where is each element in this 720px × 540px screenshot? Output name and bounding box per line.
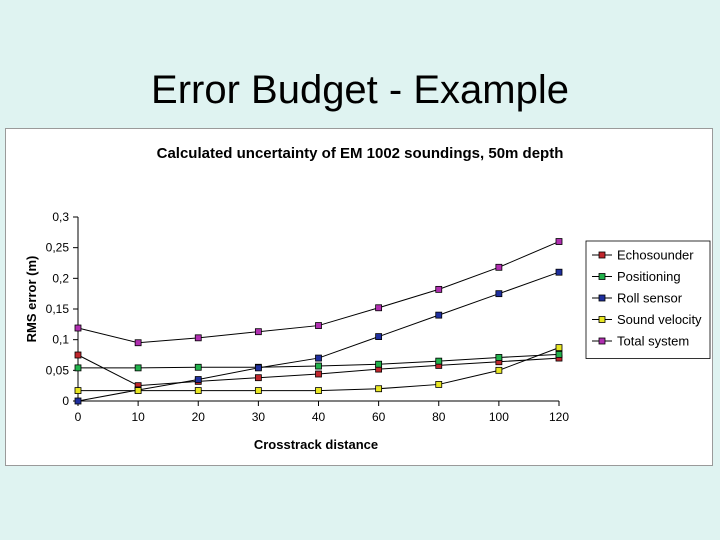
x-tick-label: 80 bbox=[432, 410, 446, 424]
data-point-total-system bbox=[194, 334, 202, 342]
legend-label: Sound velocity bbox=[617, 312, 702, 327]
legend-marker bbox=[598, 251, 606, 259]
legend-entry-sound-velocity: Sound velocity bbox=[592, 312, 702, 327]
data-point-sound-velocity bbox=[435, 381, 443, 388]
data-point-roll-sensor bbox=[495, 290, 503, 298]
series-sound-velocity bbox=[74, 344, 563, 394]
data-point-total-system bbox=[495, 263, 503, 271]
y-tick-label: 0,1 bbox=[52, 333, 69, 347]
y-axis-label: RMS error (m) bbox=[24, 256, 39, 343]
x-tick-label: 60 bbox=[372, 410, 386, 424]
x-tick-label: 40 bbox=[312, 410, 326, 424]
data-point-echosounder bbox=[254, 374, 262, 382]
legend-entry-positioning: Positioning bbox=[592, 269, 681, 284]
series-total-system bbox=[74, 238, 563, 347]
axes: 0 0,05 0,1 0,15 0,2 0,25 0,3 0 10 20 30 40 60 80 100 12… bbox=[46, 210, 570, 424]
data-point-echosounder bbox=[315, 370, 322, 378]
data-point-total-system bbox=[315, 322, 322, 329]
chart-title: Calculated uncertainty of EM 1002 soundi… bbox=[157, 145, 564, 162]
x-tick-label: 10 bbox=[131, 410, 145, 424]
data-point-echosounder bbox=[74, 351, 82, 359]
data-point-sound-velocity bbox=[375, 385, 383, 393]
y-tick-label: 0,15 bbox=[46, 302, 70, 316]
data-point-positioning bbox=[315, 362, 322, 370]
y-tick-label: 0,3 bbox=[52, 210, 69, 224]
legend-entry-roll-sensor: Roll sensor bbox=[592, 291, 683, 306]
data-point-total-system bbox=[134, 339, 142, 347]
legend-marker bbox=[598, 316, 606, 323]
legend-marker bbox=[598, 273, 606, 280]
data-point-positioning bbox=[194, 363, 202, 371]
x-tick-label: 30 bbox=[252, 410, 266, 424]
legend-label: Roll sensor bbox=[617, 291, 683, 306]
y-tick-label: 0,2 bbox=[52, 271, 69, 285]
data-point-sound-velocity bbox=[315, 387, 322, 394]
x-tick-label: 0 bbox=[75, 410, 82, 424]
series-layer bbox=[74, 238, 563, 405]
data-point-positioning bbox=[74, 364, 82, 372]
data-point-sound-velocity bbox=[134, 387, 142, 394]
data-point-positioning bbox=[435, 357, 443, 365]
x-tick-label: 100 bbox=[489, 410, 509, 424]
data-point-positioning bbox=[555, 350, 563, 358]
data-point-roll-sensor bbox=[555, 268, 563, 276]
data-point-sound-velocity bbox=[555, 344, 563, 352]
data-point-sound-velocity bbox=[194, 387, 202, 394]
slide-title: Error Budget - Example bbox=[151, 68, 569, 112]
data-point-positioning bbox=[495, 354, 503, 361]
x-tick-label: 20 bbox=[192, 410, 206, 424]
legend-label: Total system bbox=[617, 334, 689, 349]
data-point-total-system bbox=[375, 304, 383, 312]
legend-label: Positioning bbox=[617, 269, 681, 284]
data-point-sound-velocity bbox=[74, 387, 82, 394]
data-point-total-system bbox=[435, 285, 443, 293]
data-point-roll-sensor bbox=[375, 333, 383, 341]
data-point-roll-sensor bbox=[435, 311, 443, 319]
x-axis-label: Crosstrack distance bbox=[254, 437, 378, 452]
legend-marker bbox=[598, 294, 606, 302]
data-point-roll-sensor bbox=[74, 397, 82, 405]
y-tick-label: 0,05 bbox=[46, 363, 70, 377]
data-point-sound-velocity bbox=[495, 366, 503, 374]
data-point-positioning bbox=[375, 360, 383, 368]
legend-box bbox=[585, 240, 711, 359]
series-line-roll-sensor bbox=[77, 271, 560, 402]
legend-marker bbox=[598, 337, 606, 345]
data-point-sound-velocity bbox=[254, 387, 262, 394]
legend-label: Echosounder bbox=[617, 248, 694, 263]
data-point-positioning bbox=[134, 364, 142, 372]
y-tick-label: 0,25 bbox=[46, 241, 70, 255]
legend-entry-echosounder: Echosounder bbox=[592, 248, 694, 263]
data-point-total-system bbox=[74, 324, 82, 332]
line-chart: Calculated uncertainty of EM 1002 soundi… bbox=[24, 145, 711, 452]
data-point-total-system bbox=[555, 238, 563, 245]
y-tick-label: 0 bbox=[62, 394, 69, 408]
legend-entry-total-system: Total system bbox=[592, 334, 689, 349]
data-point-total-system bbox=[254, 328, 262, 336]
chart-frame: Calculated uncertainty of EM 1002 soundi… bbox=[5, 128, 713, 466]
series-roll-sensor bbox=[74, 268, 563, 405]
data-point-roll-sensor bbox=[254, 364, 262, 372]
legend: Echosounder Positioning Roll sensor Sound v… bbox=[585, 240, 711, 359]
data-point-roll-sensor bbox=[315, 354, 322, 362]
data-point-roll-sensor bbox=[194, 376, 202, 383]
x-tick-label: 120 bbox=[549, 410, 569, 424]
